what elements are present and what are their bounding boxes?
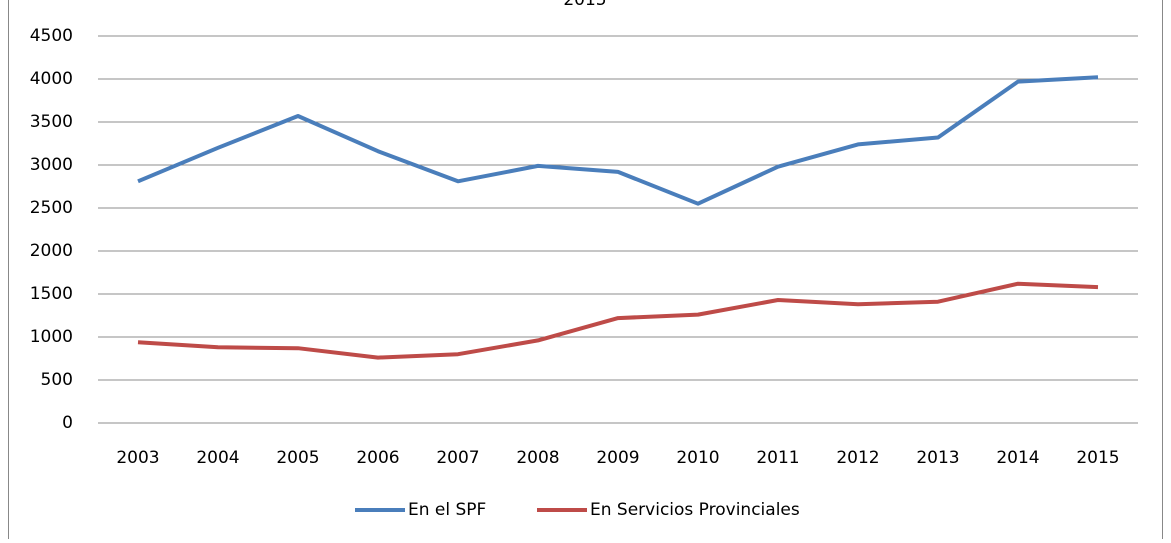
x-tick-label: 2010 bbox=[676, 448, 719, 468]
legend-label: En Servicios Provinciales bbox=[590, 500, 800, 520]
x-tick-label: 2005 bbox=[276, 448, 319, 468]
x-tick-label: 2006 bbox=[356, 448, 399, 468]
y-tick-label: 1500 bbox=[30, 284, 73, 304]
legend-label: En el SPF bbox=[408, 500, 486, 520]
x-tick-label: 2004 bbox=[196, 448, 239, 468]
x-tick-label: 2003 bbox=[116, 448, 159, 468]
y-tick-label: 500 bbox=[41, 370, 73, 390]
series-line bbox=[137, 75, 1099, 206]
x-tick-label: 2012 bbox=[836, 448, 879, 468]
chart-frame bbox=[8, 0, 1163, 543]
series-line bbox=[137, 281, 1099, 360]
x-tick-label: 2008 bbox=[516, 448, 559, 468]
y-tick-label: 3000 bbox=[30, 155, 73, 175]
y-tick-label: 1000 bbox=[30, 327, 73, 347]
y-tick-label: 3500 bbox=[30, 112, 73, 132]
chart-title: 2015 bbox=[563, 0, 606, 10]
y-tick-label: 4000 bbox=[30, 69, 73, 89]
x-tick-label: 2015 bbox=[1076, 448, 1119, 468]
x-tick-label: 2011 bbox=[756, 448, 799, 468]
y-tick-label: 2000 bbox=[30, 241, 73, 261]
y-tick-label: 4500 bbox=[30, 26, 73, 46]
x-tick-label: 2013 bbox=[916, 448, 959, 468]
x-tick-label: 2014 bbox=[996, 448, 1039, 468]
x-tick-label: 2009 bbox=[596, 448, 639, 468]
x-tick-label: 2007 bbox=[436, 448, 479, 468]
y-tick-label: 0 bbox=[62, 413, 73, 433]
y-tick-label: 2500 bbox=[30, 198, 73, 218]
